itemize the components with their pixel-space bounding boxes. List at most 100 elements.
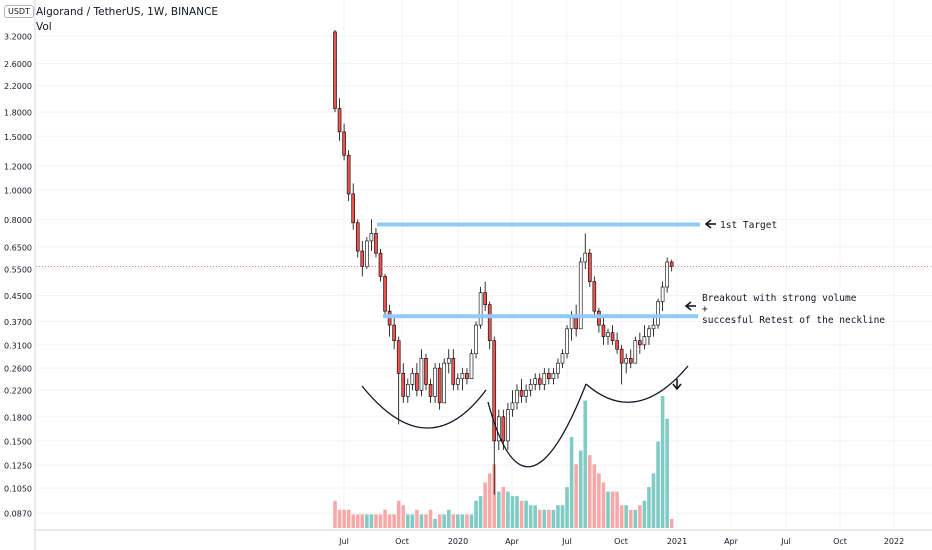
candle-body xyxy=(501,416,506,442)
candle-body xyxy=(660,286,665,302)
volume-bar xyxy=(383,509,387,528)
candle-body xyxy=(551,373,556,380)
volume-bar xyxy=(633,509,638,528)
x-tick-label: Oct xyxy=(395,537,409,546)
candle-body xyxy=(460,373,465,380)
candle-body xyxy=(346,154,351,195)
y-tick-label: 0.8000 xyxy=(4,216,32,225)
candle-body xyxy=(515,389,519,404)
volume-bar xyxy=(469,514,474,528)
plus-label: + xyxy=(702,304,708,315)
candle-body xyxy=(524,389,528,397)
candle-body xyxy=(401,373,406,397)
candle-body xyxy=(519,389,524,397)
volume-bar xyxy=(428,509,433,528)
volume-bar xyxy=(533,505,537,528)
x-tick-label: Apr xyxy=(724,537,739,546)
volume-bar xyxy=(510,496,515,528)
candle-body xyxy=(383,276,387,312)
candle-body xyxy=(610,332,615,341)
volume-bar xyxy=(592,464,597,528)
volume-bar xyxy=(619,505,624,528)
y-tick-label: 1.8000 xyxy=(4,109,32,118)
candle-body xyxy=(651,324,656,330)
volume-bar xyxy=(351,514,355,528)
volume-bar xyxy=(647,487,651,528)
grid xyxy=(36,0,932,530)
volume-bar xyxy=(424,514,428,528)
currency-badge[interactable]: USDT xyxy=(4,5,34,18)
volume-bar xyxy=(601,482,606,528)
y-tick-label: 2.2000 xyxy=(4,82,32,91)
candle-body xyxy=(378,252,383,277)
volume-bar xyxy=(378,514,383,528)
candle-body xyxy=(437,367,442,404)
candle-body xyxy=(606,332,610,337)
candle-body xyxy=(624,358,629,364)
volume-bar xyxy=(560,505,565,528)
candle-body xyxy=(569,317,574,330)
down-arrow-icon xyxy=(672,379,682,391)
volume-bar xyxy=(451,514,456,528)
volume-bar xyxy=(537,509,542,528)
retest-label: succesful Retest of the neckline xyxy=(702,315,885,326)
candle-body xyxy=(351,193,356,224)
volume-bar xyxy=(387,514,392,528)
candle-body xyxy=(533,378,538,385)
volume-bar xyxy=(446,509,451,528)
volume-bar xyxy=(337,509,342,528)
y-tick-label: 0.4500 xyxy=(4,292,32,301)
volume-bar xyxy=(583,400,588,528)
volume-bar xyxy=(660,396,665,528)
volume-bar xyxy=(597,473,601,528)
target-label: 1st Target xyxy=(720,220,777,231)
candle-body xyxy=(405,384,410,397)
volume-bar xyxy=(456,514,460,528)
volume-bar xyxy=(669,518,674,528)
y-tick-label: 0.6500 xyxy=(4,243,32,252)
volume-bar xyxy=(342,509,346,528)
volume-bars xyxy=(333,396,674,528)
candle-body xyxy=(474,324,478,354)
candle-body xyxy=(419,358,424,391)
y-tick-label: 1.2000 xyxy=(4,162,32,171)
volume-bar xyxy=(506,491,510,528)
volume-bar xyxy=(374,514,378,528)
volume-bar xyxy=(396,500,401,528)
volume-bar xyxy=(501,487,506,528)
y-axis: 3.2000 2.6000 2.2000 1.8000 1.5000 1.2000 1.00… xyxy=(4,33,32,519)
volume-bar xyxy=(346,509,351,528)
y-tick-label: 0.5500 xyxy=(4,266,32,275)
x-tick-label: Jul xyxy=(338,537,349,546)
volume-bar xyxy=(401,505,406,528)
candle-body xyxy=(510,402,515,410)
x-tick-label: Apr xyxy=(505,537,520,546)
candle-body xyxy=(442,362,447,404)
volume-bar xyxy=(487,473,492,528)
volume-label: Vol xyxy=(36,21,52,33)
candle-body xyxy=(374,233,378,254)
candle-body xyxy=(396,340,401,374)
y-tick-label: 0.1800 xyxy=(4,413,32,422)
volume-bar xyxy=(569,436,574,528)
y-tick-label: 0.1500 xyxy=(4,437,32,446)
volume-bar xyxy=(474,500,478,528)
x-tick-label: Oct xyxy=(614,537,628,546)
volume-bar xyxy=(642,500,647,528)
candle-body xyxy=(656,301,660,326)
annotations: 1st Target Breakout with strong volume +… xyxy=(672,219,885,391)
volume-bar xyxy=(442,514,446,528)
x-tick-label: Oct xyxy=(833,537,847,546)
volume-bar xyxy=(615,491,619,528)
x-axis: Jul Oct 2020 Apr Jul Oct 2021 Apr Jul Oct 2022 xyxy=(338,537,904,546)
volume-bar xyxy=(415,509,419,528)
x-tick-label: Jul xyxy=(780,537,791,546)
y-tick-label: 0.3100 xyxy=(4,341,32,350)
candle-body xyxy=(456,378,460,385)
volume-bar xyxy=(497,491,501,528)
y-tick-label: 0.2600 xyxy=(4,365,32,374)
candle-body xyxy=(528,384,533,391)
x-tick-label: 2020 xyxy=(448,537,468,546)
x-tick-label: 2021 xyxy=(667,537,687,546)
